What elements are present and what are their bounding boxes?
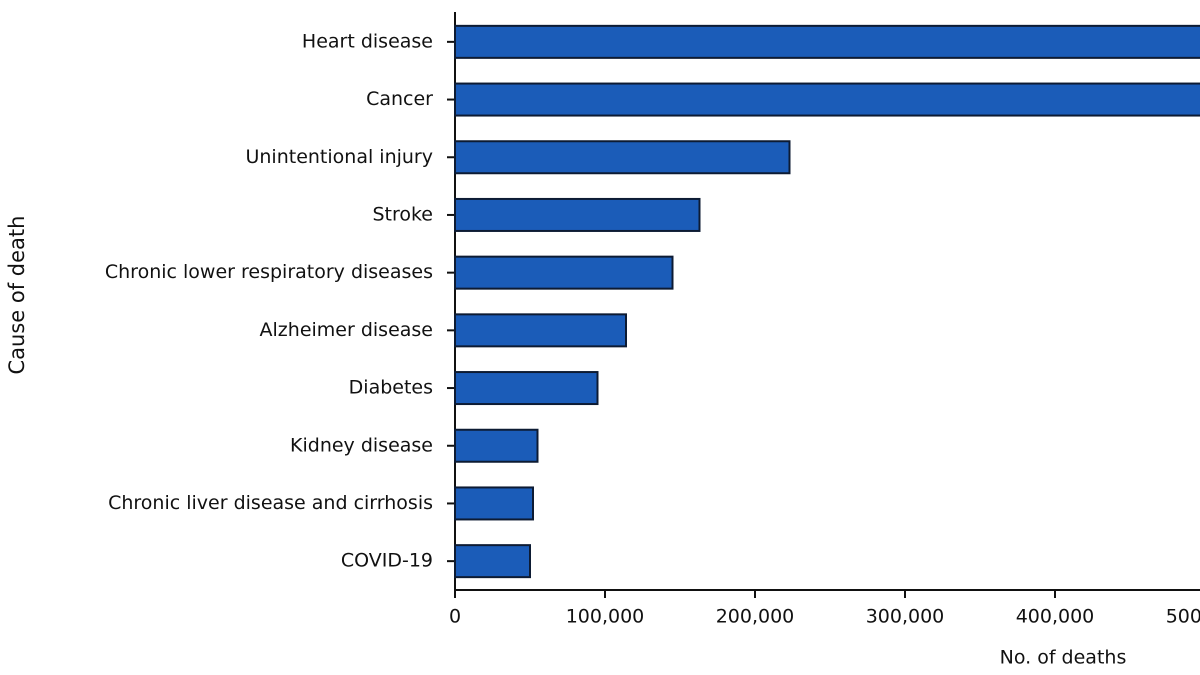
y-tick-label: Heart disease [302, 30, 433, 52]
bar [454, 544, 531, 579]
bar [454, 371, 599, 406]
y-tick-label: Alzheimer disease [260, 319, 433, 341]
y-tick-label: Stroke [372, 203, 433, 225]
bar [454, 197, 701, 232]
x-tick-label: 400,000 [1016, 606, 1095, 628]
y-tick-label: Chronic liver disease and cirrhosis [108, 492, 433, 514]
bar [454, 24, 1200, 59]
x-axis-title: No. of deaths [1000, 647, 1127, 669]
y-tick-label: Unintentional injury [245, 146, 433, 168]
x-tick-label: 100,000 [566, 606, 645, 628]
y-tick-label: COVID-19 [341, 550, 433, 572]
bar [454, 486, 534, 521]
y-tick-label: Cancer [366, 88, 433, 110]
x-tick-label: 200,000 [716, 606, 795, 628]
y-tick-label: Diabetes [349, 377, 433, 399]
bar [454, 82, 1200, 117]
bar [454, 428, 539, 463]
y-tick-label: Chronic lower respiratory diseases [105, 261, 433, 283]
x-tick-label: 500,000 [1166, 606, 1200, 628]
bar [454, 313, 627, 348]
bar [454, 255, 674, 290]
x-tick-label: 0 [449, 606, 461, 628]
x-tick-label: 300,000 [866, 606, 945, 628]
y-axis-title: Cause of death [5, 216, 29, 375]
y-tick-label: Kidney disease [290, 434, 433, 456]
bar [454, 140, 791, 175]
